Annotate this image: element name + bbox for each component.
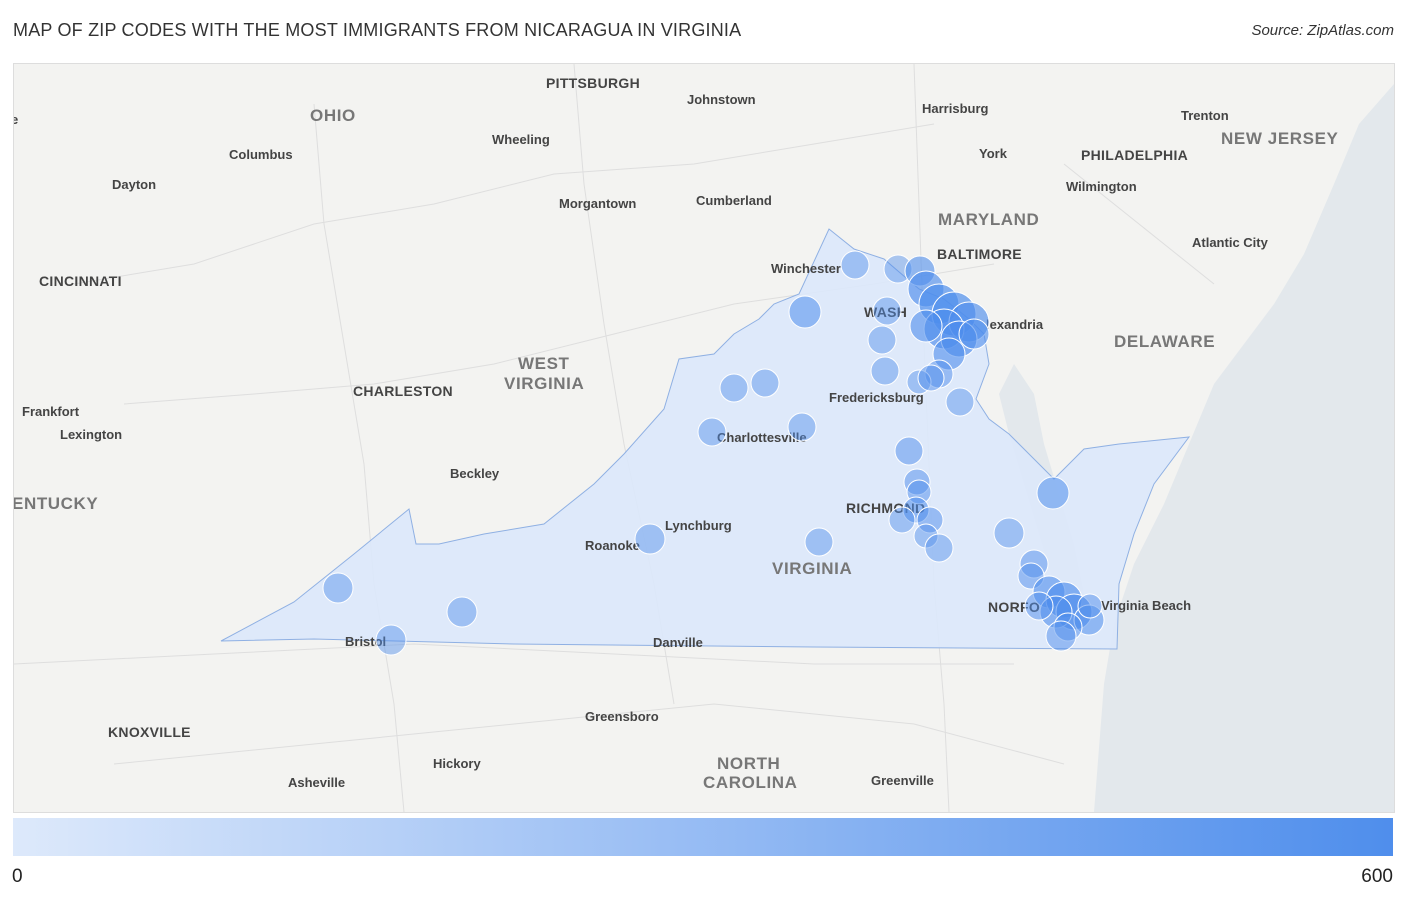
city-label: Columbus — [229, 147, 293, 162]
city-label: Hickory — [433, 756, 481, 771]
city-label: Atlantic City — [1192, 235, 1269, 250]
city-label: Winchester — [771, 261, 841, 276]
city-label: WASH — [864, 304, 907, 320]
city-label: Morgantown — [559, 196, 636, 211]
city-label: York — [979, 146, 1008, 161]
zip-bubble[interactable] — [322, 572, 354, 604]
state-label: NORTH — [717, 754, 780, 773]
city-label: CINCINNATI — [39, 273, 122, 289]
source-credit: Source: ZipAtlas.com — [1251, 22, 1394, 39]
city-label: Virginia Beach — [1101, 598, 1191, 613]
city-label: e — [14, 112, 18, 127]
city-label: Cumberland — [696, 193, 772, 208]
city-label: Wheeling — [492, 132, 550, 147]
zip-bubble[interactable] — [446, 596, 478, 628]
legend-max-label: 600 — [1361, 866, 1393, 887]
zip-bubble[interactable] — [375, 624, 407, 656]
city-label: Greensboro — [585, 709, 659, 724]
legend-color-scale — [13, 818, 1393, 856]
zip-bubble[interactable] — [1036, 476, 1070, 510]
city-label: Dayton — [112, 177, 156, 192]
zip-bubble[interactable] — [1077, 593, 1103, 619]
city-label: Charlottesville — [717, 430, 807, 445]
zip-bubble[interactable] — [870, 356, 900, 386]
zip-bubble[interactable] — [840, 250, 870, 280]
zip-bubble[interactable] — [1024, 591, 1054, 621]
zip-bubble[interactable] — [945, 387, 975, 417]
zip-bubble[interactable] — [804, 527, 834, 557]
zip-bubble[interactable] — [924, 533, 954, 563]
zip-bubble[interactable] — [719, 373, 749, 403]
city-label: Danville — [653, 635, 703, 650]
zip-bubble[interactable] — [872, 296, 902, 326]
state-label: NEW JERSEY — [1221, 129, 1339, 148]
city-label: Asheville — [288, 775, 345, 790]
city-label: Beckley — [450, 466, 500, 481]
map-svg: OHIO WEST VIRGINIA MARYLAND NEW JERSEY D… — [14, 64, 1394, 812]
city-label: lexandria — [986, 317, 1044, 332]
zip-bubble[interactable] — [867, 325, 897, 355]
zip-bubble[interactable] — [634, 523, 666, 555]
city-label: CHARLESTON — [353, 383, 453, 399]
zip-bubble[interactable] — [913, 523, 939, 549]
zip-bubble[interactable] — [788, 295, 822, 329]
state-label: MARYLAND — [938, 210, 1039, 229]
state-label: WEST — [518, 354, 570, 373]
legend-min-label: 0 — [12, 866, 23, 887]
city-label: Frankfort — [22, 404, 80, 419]
state-label: OHIO — [310, 106, 356, 125]
zip-bubble[interactable] — [888, 506, 916, 534]
state-label: VIRGINIA — [504, 374, 584, 393]
zip-bubble[interactable] — [750, 368, 780, 398]
city-label: Harrisburg — [922, 101, 989, 116]
city-label: Lynchburg — [665, 518, 732, 533]
zip-bubble[interactable] — [958, 318, 990, 350]
state-label: DELAWARE — [1114, 332, 1215, 351]
state-labels: OHIO WEST VIRGINIA MARYLAND NEW JERSEY D… — [14, 106, 1339, 792]
state-label: CAROLINA — [703, 773, 798, 792]
zip-bubble[interactable] — [787, 412, 817, 442]
city-label: Greenville — [871, 773, 934, 788]
city-label: Roanoke — [585, 538, 640, 553]
zip-bubble[interactable] — [993, 517, 1025, 549]
zip-bubbles — [322, 250, 1105, 656]
map-area[interactable]: OHIO WEST VIRGINIA MARYLAND NEW JERSEY D… — [13, 63, 1395, 813]
state-label: ENTUCKY — [14, 494, 98, 513]
zip-bubble[interactable] — [1045, 620, 1077, 652]
city-label: KNOXVILLE — [108, 724, 191, 740]
city-label: Trenton — [1181, 108, 1229, 123]
zip-bubble[interactable] — [917, 364, 945, 392]
city-labels: PITTSBURGH Johnstown Harrisburg Trenton … — [14, 75, 1269, 790]
city-label: Fredericksburg — [829, 390, 924, 405]
city-label: Johnstown — [687, 92, 756, 107]
city-label: PITTSBURGH — [546, 75, 640, 91]
zip-bubble[interactable] — [916, 506, 944, 534]
city-label: BALTIMORE — [937, 246, 1022, 262]
city-label: PHILADELPHIA — [1081, 147, 1188, 163]
zip-bubble[interactable] — [909, 309, 943, 343]
city-label: Lexington — [60, 427, 122, 442]
city-label: Wilmington — [1066, 179, 1137, 194]
map-title: MAP OF ZIP CODES WITH THE MOST IMMIGRANT… — [13, 20, 742, 40]
state-label: VIRGINIA — [772, 559, 852, 578]
zip-bubble[interactable] — [697, 417, 727, 447]
zip-bubble[interactable] — [894, 436, 924, 466]
